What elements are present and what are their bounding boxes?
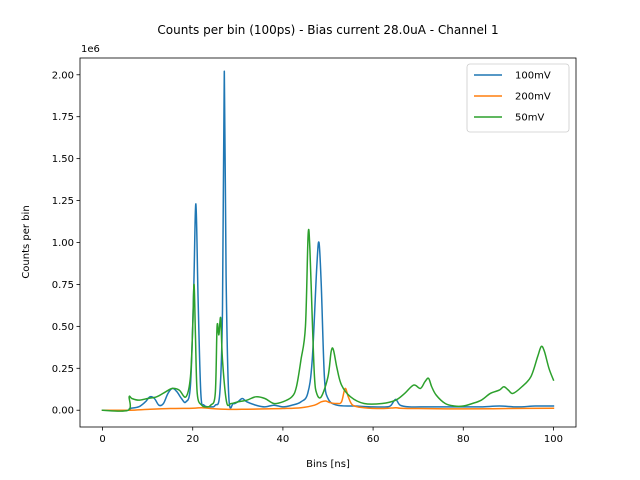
series-line-200mV — [101, 387, 555, 412]
x-tick-label: 20 — [186, 434, 199, 445]
x-tick-label: 60 — [367, 434, 380, 445]
x-axis: 0 20 40 60 80 100 — [99, 427, 563, 445]
legend-label-100mV: 100mV — [515, 71, 551, 82]
y-axis-offset-text: 1e6 — [81, 44, 100, 55]
legend-items: 100mV 200mV 50mV — [474, 71, 551, 124]
y-tick-label: 2.00 — [52, 70, 74, 81]
y-tick-label: 0.50 — [52, 322, 74, 333]
y-tick-label: 1.25 — [52, 196, 74, 207]
legend-box — [466, 63, 570, 133]
series-layer — [101, 70, 555, 412]
y-axis: 0.00 0.25 0.50 0.75 1.00 1.25 1.50 1.75 2.00 — [52, 70, 80, 417]
x-axis-label: Bins [ns] — [306, 459, 350, 470]
legend: 100mV 200mV 50mV — [466, 63, 570, 133]
legend-label-50mV: 50mV — [515, 113, 544, 124]
y-tick-label: 0.25 — [52, 364, 74, 375]
y-tick-label: 0.75 — [52, 280, 74, 291]
y-tick-label: 1.50 — [52, 154, 74, 165]
y-tick-label: 1.00 — [52, 238, 74, 249]
y-tick-label: 1.75 — [52, 112, 74, 123]
x-tick-label: 0 — [99, 434, 105, 445]
legend-label-200mV: 200mV — [515, 92, 551, 103]
y-axis-label: Counts per bin — [21, 205, 32, 278]
series-line-50mV — [101, 228, 555, 412]
x-tick-label: 100 — [544, 434, 563, 445]
x-tick-label: 80 — [457, 434, 470, 445]
x-tick-label: 40 — [277, 434, 290, 445]
y-tick-label: 0.00 — [52, 406, 74, 417]
chart-title: Counts per bin (100ps) - Bias current 28… — [157, 23, 498, 37]
